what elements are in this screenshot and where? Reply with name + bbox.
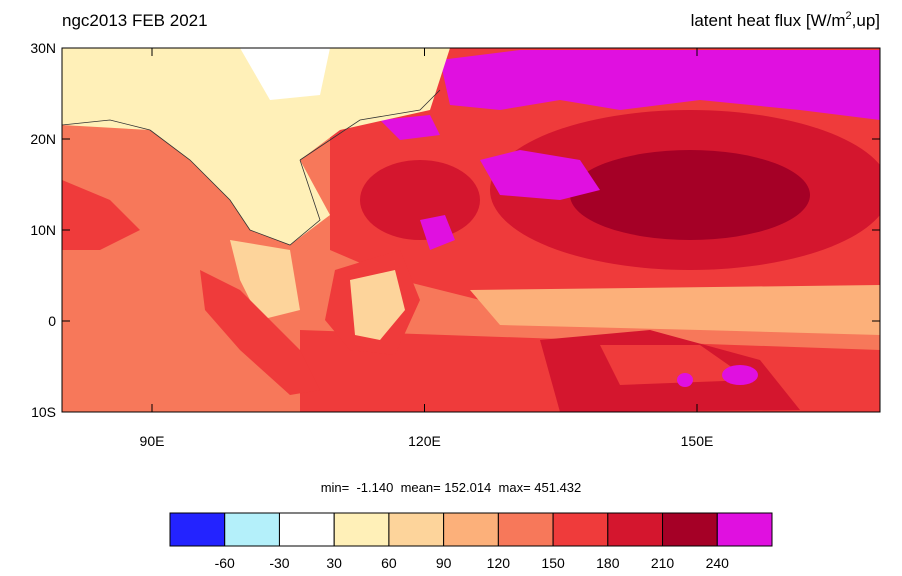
lat-tick-label: 10N — [30, 222, 56, 238]
colorbar-label: 30 — [326, 555, 342, 571]
title-right: latent heat flux [W/m2,up] — [691, 10, 880, 30]
colorbar-label: 180 — [596, 555, 620, 571]
lon-tick-label: 150E — [681, 433, 714, 449]
colorbar-label: 150 — [541, 555, 565, 571]
lat-tick-label: 20N — [30, 131, 56, 147]
colorbar-label: 120 — [487, 555, 511, 571]
flux-field — [62, 48, 880, 412]
colorbar-label: -30 — [269, 555, 289, 571]
colorbar-box — [333, 512, 390, 547]
colorbar-box — [497, 512, 554, 547]
lon-tick-label: 90E — [140, 433, 165, 449]
colorbar-label: 240 — [706, 555, 730, 571]
colorbar-box — [443, 512, 499, 547]
lon-tick-label: 120E — [408, 433, 441, 449]
colorbar-box — [716, 512, 773, 547]
title-right-text-after: ,up] — [852, 11, 880, 30]
colorbar-box — [662, 512, 718, 547]
colorbar-box — [388, 512, 445, 547]
colorbar-label: 90 — [436, 555, 452, 571]
title-right-text: latent heat flux [W/m — [691, 11, 846, 30]
colorbar-box — [224, 512, 280, 547]
colorbar-label: 210 — [651, 555, 675, 571]
colorbar-label: -60 — [215, 555, 235, 571]
lat-tick-label: 0 — [48, 313, 56, 329]
colorbar-label: 60 — [381, 555, 397, 571]
colorbar-box — [169, 512, 226, 547]
title-left: ngc2013 FEB 2021 — [62, 11, 208, 30]
colorbar-box — [552, 512, 609, 547]
title-right-superscript: 2 — [846, 10, 852, 22]
lat-tick-label: 10S — [31, 404, 56, 420]
colorbar-box — [607, 512, 664, 547]
stats-text: min= -1.140 mean= 152.014 max= 451.432 — [321, 480, 582, 495]
colorbar-box — [278, 512, 335, 547]
lat-tick-label: 30N — [30, 40, 56, 56]
